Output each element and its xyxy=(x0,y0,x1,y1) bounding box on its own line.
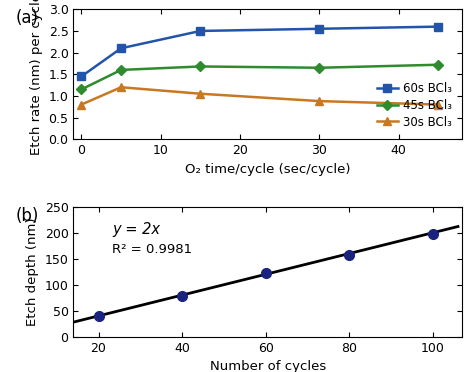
60s BCl₃ xyxy=(118,46,124,51)
Line: 60s BCl₃: 60s BCl₃ xyxy=(78,23,442,80)
60s BCl₃ xyxy=(198,29,203,33)
45s BCl₃ xyxy=(118,68,124,72)
X-axis label: Number of cycles: Number of cycles xyxy=(210,360,326,372)
Line: 45s BCl₃: 45s BCl₃ xyxy=(78,61,442,93)
60s BCl₃ xyxy=(317,26,322,31)
45s BCl₃ xyxy=(436,62,441,67)
Y-axis label: Etch rate (nm) per cycle: Etch rate (nm) per cycle xyxy=(30,0,43,155)
Text: R² = 0.9981: R² = 0.9981 xyxy=(112,243,192,256)
45s BCl₃ xyxy=(317,65,322,70)
Legend: 60s BCl₃, 45s BCl₃, 30s BCl₃: 60s BCl₃, 45s BCl₃, 30s BCl₃ xyxy=(372,78,456,133)
60s BCl₃ xyxy=(436,25,441,29)
30s BCl₃ xyxy=(79,102,84,107)
45s BCl₃ xyxy=(198,64,203,69)
45s BCl₃ xyxy=(79,87,84,92)
60s BCl₃ xyxy=(79,74,84,78)
Text: y = 2x: y = 2x xyxy=(112,222,160,237)
Y-axis label: Etch depth (nm): Etch depth (nm) xyxy=(26,218,39,326)
30s BCl₃ xyxy=(118,85,124,90)
Line: 30s BCl₃: 30s BCl₃ xyxy=(78,83,442,108)
30s BCl₃ xyxy=(436,102,441,107)
X-axis label: O₂ time/cycle (sec/cycle): O₂ time/cycle (sec/cycle) xyxy=(185,163,351,176)
30s BCl₃ xyxy=(317,99,322,103)
Text: (a): (a) xyxy=(15,9,38,27)
30s BCl₃ xyxy=(198,92,203,96)
Text: (b): (b) xyxy=(15,207,38,225)
